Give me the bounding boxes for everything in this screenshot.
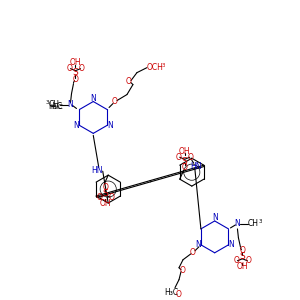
Text: O: O	[239, 246, 245, 255]
Text: N: N	[107, 121, 113, 130]
Text: OH: OH	[179, 147, 190, 156]
Text: N: N	[235, 219, 240, 228]
Text: OCH: OCH	[146, 63, 163, 72]
Text: O: O	[108, 193, 114, 202]
Text: O: O	[96, 193, 102, 202]
Text: HN: HN	[91, 166, 103, 175]
Text: O: O	[190, 248, 196, 257]
Text: N: N	[90, 94, 96, 103]
Text: HN: HN	[190, 162, 202, 171]
Text: OH: OH	[99, 199, 111, 208]
Text: O: O	[73, 75, 78, 84]
Text: 3: 3	[259, 219, 262, 224]
Text: O: O	[79, 64, 84, 73]
Text: O: O	[182, 163, 188, 172]
Text: O: O	[245, 256, 251, 265]
Text: CH: CH	[49, 100, 60, 109]
Text: N: N	[229, 240, 234, 249]
Text: H₃C: H₃C	[164, 288, 178, 297]
Text: H₃C: H₃C	[50, 104, 63, 110]
Text: O: O	[176, 153, 182, 162]
Text: O: O	[176, 290, 182, 299]
Text: O: O	[188, 153, 194, 162]
Text: H₃C: H₃C	[49, 102, 63, 111]
Text: 3: 3	[162, 63, 166, 68]
Text: OH: OH	[237, 262, 248, 271]
Text: CH: CH	[248, 219, 259, 228]
Text: N: N	[195, 240, 201, 249]
Text: O: O	[126, 77, 132, 86]
Text: O: O	[67, 64, 73, 73]
Text: S: S	[239, 252, 245, 261]
Text: 3: 3	[46, 100, 50, 105]
Text: OH: OH	[70, 58, 81, 67]
Text: O: O	[233, 256, 239, 265]
Text: N: N	[74, 121, 80, 130]
Text: N: N	[212, 214, 218, 223]
Text: S: S	[73, 68, 78, 77]
Text: S: S	[182, 157, 188, 166]
Text: O: O	[112, 97, 118, 106]
Text: N: N	[68, 100, 74, 109]
Text: O: O	[102, 183, 108, 192]
Text: S: S	[102, 189, 108, 198]
Text: O: O	[180, 266, 186, 275]
